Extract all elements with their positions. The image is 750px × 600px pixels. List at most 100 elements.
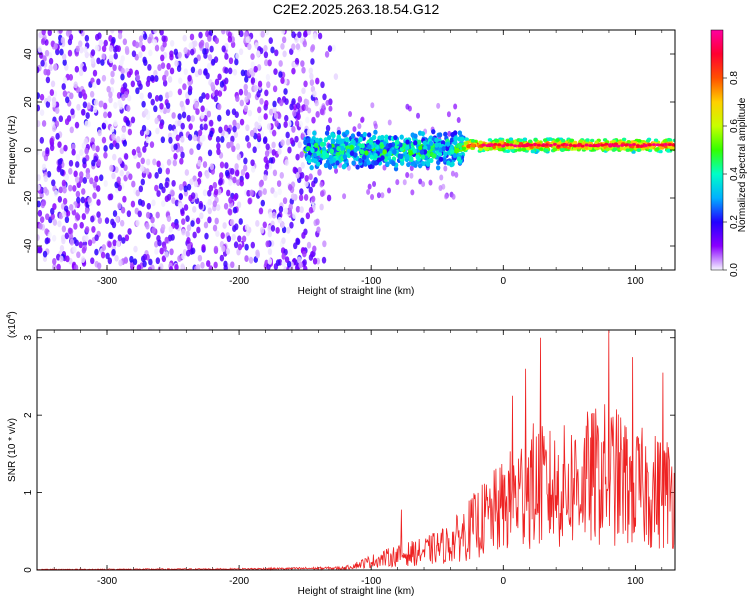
spectrogram-cell	[123, 153, 129, 160]
spectrogram-cell	[64, 232, 70, 240]
spectrogram-cell	[37, 174, 41, 182]
spectrogram-cell	[41, 163, 47, 171]
spectrogram-cell	[324, 51, 330, 58]
spectrogram-cell	[298, 194, 304, 202]
spectrogram-cell	[306, 241, 312, 249]
spectrogram-cell	[655, 147, 660, 151]
spectrogram-cell	[205, 92, 210, 100]
spectrogram-cell	[249, 130, 255, 137]
spectrogram-cell	[146, 232, 151, 240]
spectrogram-cell	[209, 130, 214, 138]
spectrogram-cell	[59, 169, 65, 176]
spectrogram-cell	[81, 246, 87, 254]
spectrogram-cell	[409, 156, 414, 163]
spectrogram-cell	[530, 149, 536, 154]
spectrogram-cell	[113, 119, 118, 127]
spectrogram-cell	[157, 239, 162, 247]
spectrogram-cell	[136, 264, 142, 270]
spectrogram-cell	[62, 53, 67, 61]
spectrogram-cell	[446, 160, 451, 166]
spectrogram-cell	[256, 64, 262, 71]
spectrogram-cell	[183, 47, 188, 54]
spectrogram-cell	[315, 218, 320, 226]
spectrogram-cell	[604, 142, 609, 146]
spectrogram-cell	[564, 143, 569, 147]
spectrogram-cell	[438, 184, 443, 191]
spectrogram-cell	[156, 190, 161, 197]
spectrogram-cell	[264, 150, 270, 157]
spectrogram-cell	[49, 89, 55, 96]
spectrogram-cell	[209, 119, 214, 127]
spectrogram-cell	[336, 129, 342, 136]
spectrogram-cell	[208, 265, 214, 270]
spectrogram-cell	[247, 109, 253, 117]
spectrogram-cell	[371, 134, 377, 140]
spectrogram-cell	[193, 40, 198, 48]
spectrogram-cell	[108, 91, 113, 99]
spectrogram-cell	[227, 35, 233, 43]
spectrogram-cell	[94, 44, 100, 52]
snr-ytick-label: 2	[23, 412, 34, 418]
spectrogram-cell	[370, 102, 375, 109]
spectrogram-cell	[162, 244, 167, 252]
spectrogram-cell	[314, 99, 319, 107]
snr-ytick-label: 3	[23, 335, 34, 341]
spectrogram-cell	[250, 53, 255, 61]
spectrogram-cell	[63, 205, 69, 213]
spectrogram-cell	[68, 167, 73, 175]
spectrogram-cell	[425, 161, 431, 167]
spectrogram-cell	[188, 42, 193, 50]
spectrogram-cell	[161, 255, 167, 263]
spectrogram-cell	[44, 237, 49, 245]
spectrogram-cell	[114, 254, 119, 262]
spectrogram-cell	[276, 180, 282, 187]
spectrogram-cell	[181, 111, 187, 119]
spectrogram-cell	[329, 158, 334, 164]
spectrogram-cell	[89, 177, 94, 185]
spectrogram-cell	[45, 101, 51, 108]
spectrogram-cell	[238, 218, 243, 225]
spectrogram-cell	[338, 138, 343, 145]
spectrogram-cell	[168, 90, 173, 98]
spectrogram-cell	[250, 159, 255, 167]
spectrogram-cell	[393, 134, 398, 141]
spectrogram-cell	[315, 77, 320, 85]
spectrogram-cell	[291, 43, 296, 51]
spectrogram-cell	[75, 86, 81, 94]
spectrogram-cell	[280, 30, 286, 35]
spectrogram-cell	[145, 222, 150, 230]
spectrogram-cell	[207, 35, 212, 42]
spectrogram-cell	[213, 95, 218, 103]
spectrogram-cell	[224, 131, 229, 139]
spectrogram-cell	[560, 143, 565, 147]
spectrogram-cell	[37, 200, 41, 208]
spectrogram-cell	[271, 141, 276, 149]
spectrogram-cell	[51, 100, 57, 108]
spectrogram-cell	[68, 203, 74, 211]
spectrogram-cell	[544, 148, 549, 153]
spectrogram-cell	[533, 138, 538, 142]
spectrogram-cell	[431, 129, 436, 135]
spectrogram-cell	[37, 209, 43, 217]
spectrogram-cell	[171, 197, 176, 204]
spectrogram-cell	[328, 105, 333, 112]
spectrogram-cell	[281, 237, 286, 245]
spectrogram-cell	[612, 144, 617, 148]
spectrogram-cell	[214, 89, 219, 97]
spectrogram-cell	[111, 133, 116, 141]
spectrogram-cell	[234, 223, 239, 231]
spectrogram-cell	[174, 59, 179, 67]
spectrogram-cell	[202, 189, 208, 197]
spectrogram-cell	[50, 213, 55, 220]
spectrogram-cell	[153, 30, 158, 34]
spectrogram-cell	[57, 195, 63, 203]
spectrogram-cell	[228, 57, 234, 65]
spectrogram-ytick-label: 40	[23, 48, 34, 60]
spectrogram-cell	[267, 162, 273, 170]
spectrogram-cell	[166, 158, 172, 166]
spectrogram-cell	[434, 142, 439, 148]
spectrogram-cell	[617, 141, 623, 145]
spectrogram-cell	[185, 230, 190, 238]
spectrogram-cell	[508, 137, 514, 141]
